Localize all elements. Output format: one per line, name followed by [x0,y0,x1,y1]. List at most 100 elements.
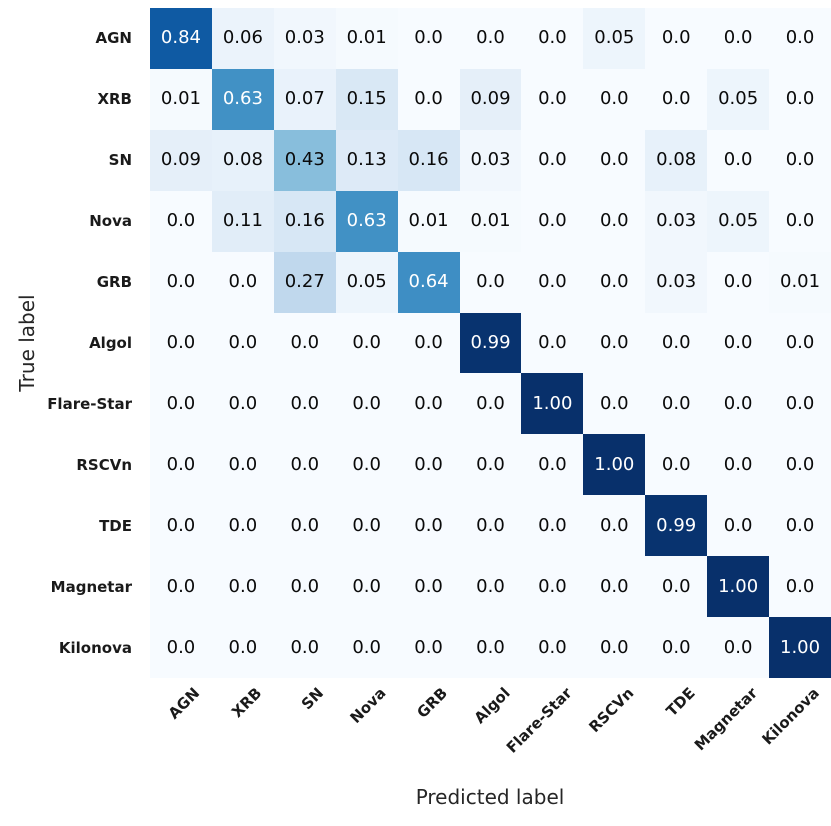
heatmap-cell: 0.0 [397,373,460,435]
x-axis-title: Predicted label [415,785,565,809]
heatmap-cell: 0.01 [769,251,831,313]
heatmap-cell: 0.0 [707,373,770,435]
heatmap-cell: 0.0 [645,68,708,130]
heatmap-cell: 0.01 [397,190,460,252]
heatmap-cell: 0.0 [707,617,770,678]
heatmap-cell: 0.27 [273,251,336,313]
heatmap-cell: 0.0 [150,434,212,496]
heatmap-cell: 0.0 [769,190,831,252]
heatmap-cell: 0.0 [211,312,274,374]
heatmap-cell: 0.0 [521,495,584,557]
heatmap-cell: 0.0 [583,190,646,252]
y-tick-label: Nova [89,212,132,231]
heatmap-cell: 0.05 [583,8,646,69]
heatmap-cell: 0.16 [273,190,336,252]
x-tick-label: TDE [662,684,699,721]
heatmap-cell: 0.99 [645,495,708,557]
heatmap-cell: 0.0 [273,434,336,496]
heatmap-cell: 0.0 [335,617,398,678]
heatmap-cell: 0.0 [707,312,770,374]
heatmap-cell: 0.0 [521,617,584,678]
heatmap-cell: 1.00 [769,617,831,678]
heatmap-cell: 0.08 [211,129,274,191]
heatmap-cell: 0.0 [583,495,646,557]
heatmap-cell: 0.05 [335,251,398,313]
heatmap-cell: 0.03 [645,190,708,252]
heatmap-cell: 0.0 [521,68,584,130]
heatmap-cell: 0.13 [335,129,398,191]
heatmap-cell: 0.0 [150,190,212,252]
heatmap-cell: 0.0 [459,434,522,496]
heatmap-cell: 0.06 [211,8,274,69]
heatmap-cell: 0.0 [459,556,522,618]
heatmap-cell: 0.0 [335,373,398,435]
heatmap-cell: 0.0 [211,373,274,435]
heatmap-cell: 0.64 [397,251,460,313]
heatmap-cell: 0.07 [273,68,336,130]
heatmap-cell: 0.0 [645,617,708,678]
heatmap-cell: 0.0 [707,129,770,191]
heatmap-cell: 0.03 [459,129,522,191]
x-tick-label: GRB [413,684,452,722]
heatmap-cell: 0.03 [645,251,708,313]
heatmap-cell: 0.0 [397,617,460,678]
y-tick-label: Magnetar [50,577,132,596]
heatmap-cell: 0.99 [459,312,522,374]
heatmap-cell: 0.0 [769,68,831,130]
heatmap-cell: 0.63 [335,190,398,252]
y-tick-label: Kilonova [58,638,132,657]
x-tick-label: Flare-Star [502,684,576,757]
heatmap-cell: 0.0 [273,556,336,618]
heatmap-cell: 0.0 [150,556,212,618]
heatmap-cell: 0.0 [707,495,770,557]
heatmap-cell: 0.0 [459,373,522,435]
heatmap-cell: 0.0 [335,556,398,618]
heatmap-cell: 0.0 [707,251,770,313]
heatmap-cell: 0.0 [211,251,274,313]
x-tick-label: RSCVn [584,684,638,737]
heatmap-cell: 0.0 [707,8,770,69]
heatmap-cell: 0.0 [521,556,584,618]
heatmap-cell: 0.0 [397,434,460,496]
heatmap-cell: 0.11 [211,190,274,252]
x-tick-label: Kilonova [758,684,823,749]
heatmap-cell: 0.0 [459,251,522,313]
heatmap-cell: 0.0 [211,556,274,618]
heatmap-cell: 1.00 [521,373,584,435]
heatmap-cell: 0.0 [769,373,831,435]
heatmap-cell: 0.0 [397,556,460,618]
heatmap-grid: 0.84 0.06 0.03 0.01 0.0 0.0 0.0 0.05 0.0 0.0 0.0 0.… [150,8,831,678]
heatmap-cell: 0.0 [769,129,831,191]
heatmap-cell: 0.0 [521,190,584,252]
heatmap-cell: 0.0 [583,373,646,435]
heatmap-cell: 0.0 [645,556,708,618]
heatmap-cell: 0.0 [769,8,831,69]
heatmap-cell: 0.0 [521,8,584,69]
y-tick-label: SN [108,151,132,170]
x-tick-label: Algol [470,684,514,728]
heatmap-cell: 0.0 [583,312,646,374]
heatmap-cell: 0.0 [583,68,646,130]
heatmap-cell: 0.09 [459,68,522,130]
heatmap-cell: 0.0 [335,434,398,496]
heatmap-cell: 0.0 [273,373,336,435]
x-tick-label: XRB [228,684,266,722]
heatmap-cell: 0.0 [150,495,212,557]
heatmap-cell: 0.01 [150,68,212,130]
heatmap-cell: 0.09 [150,129,212,191]
heatmap-cell: 0.63 [211,68,274,130]
heatmap-cell: 0.0 [769,556,831,618]
heatmap-cell: 0.84 [150,8,212,69]
heatmap-cell: 0.0 [150,312,212,374]
y-tick-label: XRB [97,90,132,109]
x-tick-label: Magnetar [690,684,761,755]
heatmap-cell: 0.0 [211,495,274,557]
y-tick-label: TDE [99,516,132,535]
y-tick-label: RSCVn [76,455,132,474]
heatmap-cell: 0.0 [397,495,460,557]
heatmap-cell: 0.0 [583,556,646,618]
heatmap-cell: 0.01 [335,8,398,69]
y-tick-label: GRB [96,273,132,292]
heatmap-cell: 0.0 [521,434,584,496]
